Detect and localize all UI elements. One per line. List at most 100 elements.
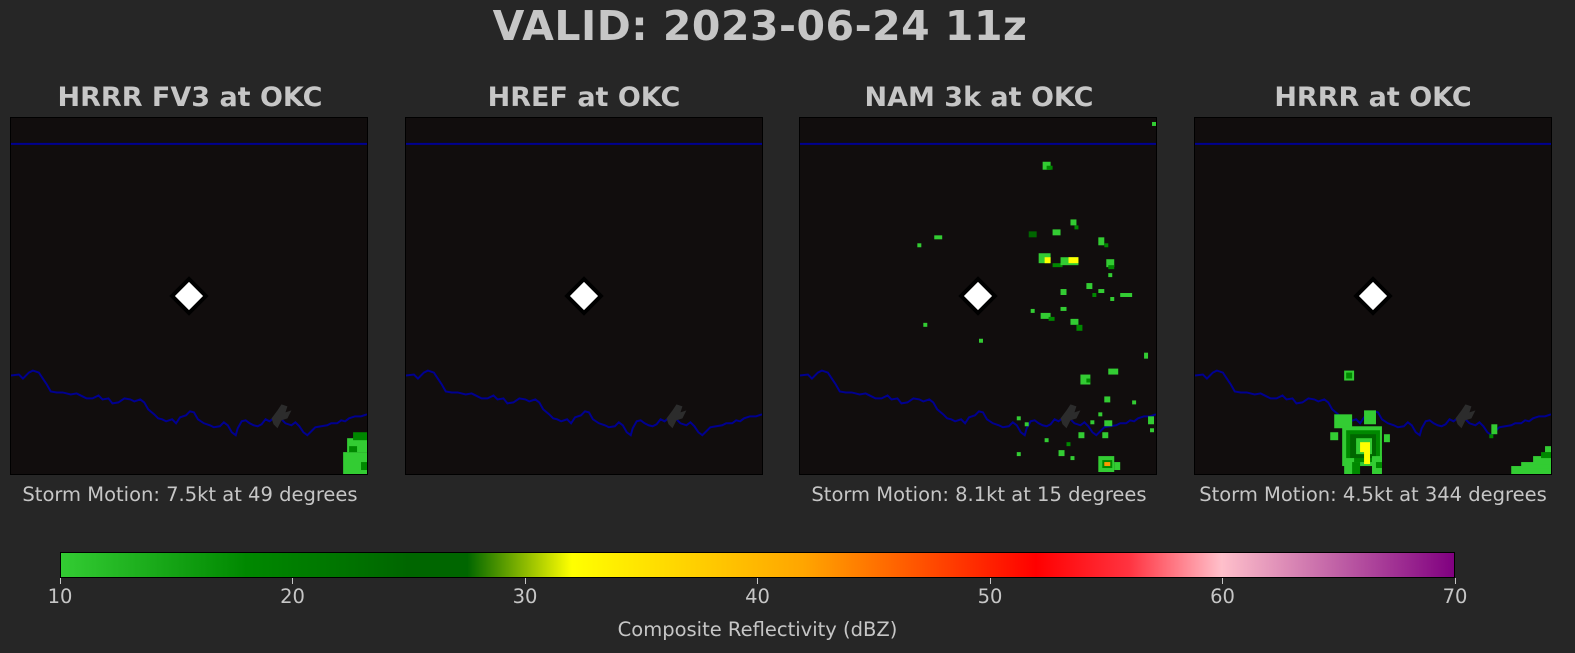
reflectivity-cell [1104,243,1109,248]
reflectivity-cell [1044,438,1049,443]
colorbar-tick-label: 30 [512,585,538,608]
colorbar-tick-label: 50 [977,585,1003,608]
reflectivity-cell [1098,289,1105,294]
reflectivity-cell [1106,259,1115,268]
panel-title-hrrr-fv3: HRRR FV3 at OKC [57,82,323,113]
panel-title-href: HREF at OKC [487,82,681,113]
reflectivity-cell [1052,229,1061,236]
reflectivity-cell [1090,420,1095,425]
reflectivity-cell [1360,442,1371,453]
reflectivity-cell [361,462,367,471]
reflectivity-cell [1098,412,1103,417]
reflectivity-cell [1086,283,1093,290]
reflectivity-cell [917,243,922,248]
map-panel-hrrr-fv3 [10,117,368,475]
red-river-boundary [1195,369,1551,437]
colorbar-tick [757,578,758,584]
reflectivity-cell [1364,450,1371,465]
reflectivity-cell [1048,316,1055,321]
reflectivity-cell [1080,374,1091,385]
reflectivity-cell [1086,378,1091,383]
storm-motion-nam-3k: Storm Motion: 8.1kt at 15 degrees [811,483,1147,506]
reflectivity-cell [1104,420,1113,427]
reflectivity-cell [1044,257,1051,264]
reflectivity-cell [1383,434,1390,443]
colorbar-label: Composite Reflectivity (dBZ) [617,618,898,641]
reflectivity-cell [1489,434,1494,439]
storm-motion-hrrr-fv3: Storm Motion: 7.5kt at 49 degrees [22,483,358,506]
reflectivity-cell [1330,432,1339,441]
reflectivity-cell [1334,414,1353,429]
reflectivity-cell [1104,396,1111,403]
reflectivity-cell [1038,253,1051,264]
red-river-boundary [406,369,762,437]
panel-title-hrrr: HRRR at OKC [1274,82,1472,113]
reflectivity-cell [1110,296,1115,301]
reflectivity-cell [1070,318,1079,325]
main-title: VALID: 2023-06-24 11z [492,2,1028,50]
reflectivity-cell [1070,456,1075,461]
reflectivity-cell [1120,293,1133,297]
reflectivity-cell [1364,410,1376,425]
reflectivity-cell [1152,121,1156,126]
reflectivity-cell [1545,446,1551,453]
colorbar-tick-label: 70 [1442,585,1468,608]
colorbar-tick [524,578,526,584]
reflectivity-map [11,118,367,474]
colorbar-tick [1454,578,1456,584]
reflectivity-cell [1511,466,1551,474]
reflectivity-cell [1104,462,1111,467]
reflectivity-cell [1028,231,1037,238]
reflectivity-cell [1491,424,1498,435]
reflectivity-cell [1352,462,1361,474]
reflectivity-cell [1024,422,1029,427]
reflectivity-cell [1070,219,1077,226]
reflectivity-cell [1078,432,1085,439]
reflectivity-cell [923,322,928,327]
colorbar-tick-label: 10 [47,585,73,608]
lake-shape [666,404,687,429]
reflectivity-cell [353,432,367,441]
lake-shape [1060,404,1081,429]
reflectivity-cell [1052,263,1063,268]
panel-title-nam-3k: NAM 3k at OKC [864,82,1094,113]
reflectivity-cell [1046,165,1053,170]
reflectivity-cell [1533,456,1551,465]
reflectivity-cell [1098,237,1105,246]
reflectivity-cell [1114,462,1121,471]
reflectivity-cell [1102,432,1109,439]
reflectivity-cell [1068,257,1079,264]
reflectivity-cell [1144,352,1149,359]
reflectivity-cell [1541,452,1551,459]
reflectivity-cell [1346,372,1353,379]
reflectivity-cell [1016,452,1021,457]
reflectivity-cell [1066,442,1071,447]
map-panel-hrrr [1194,117,1552,475]
colorbar-tick [989,578,991,584]
map-panel-nam-3k [799,117,1157,475]
reflectivity-cell [1344,458,1355,474]
reflectivity-cell [978,338,983,343]
reflectivity-cell [1108,368,1119,375]
reflectivity-cell [349,446,358,453]
red-river-boundary [11,369,367,437]
reflectivity-cell [1042,161,1051,170]
reflectivity-cell [1132,400,1137,405]
reflectivity-cell [1108,265,1115,270]
colorbar [60,552,1455,578]
reflectivity-cell [1060,289,1067,296]
reflectivity-cell [1521,462,1551,469]
reflectivity-map [1195,118,1551,474]
reflectivity-cell [1375,462,1382,469]
reflectivity-cell [1040,312,1051,319]
station-marker-icon [1353,276,1393,316]
reflectivity-map [800,118,1156,474]
reflectivity-cell [1092,293,1097,297]
reflectivity-cell [1148,416,1155,425]
reflectivity-cell [1150,428,1155,433]
reflectivity-cell [1108,273,1113,278]
station-marker-icon [564,276,604,316]
reflectivity-cell [1060,306,1067,311]
reflectivity-map [406,118,762,474]
lake-shape [1455,404,1476,429]
